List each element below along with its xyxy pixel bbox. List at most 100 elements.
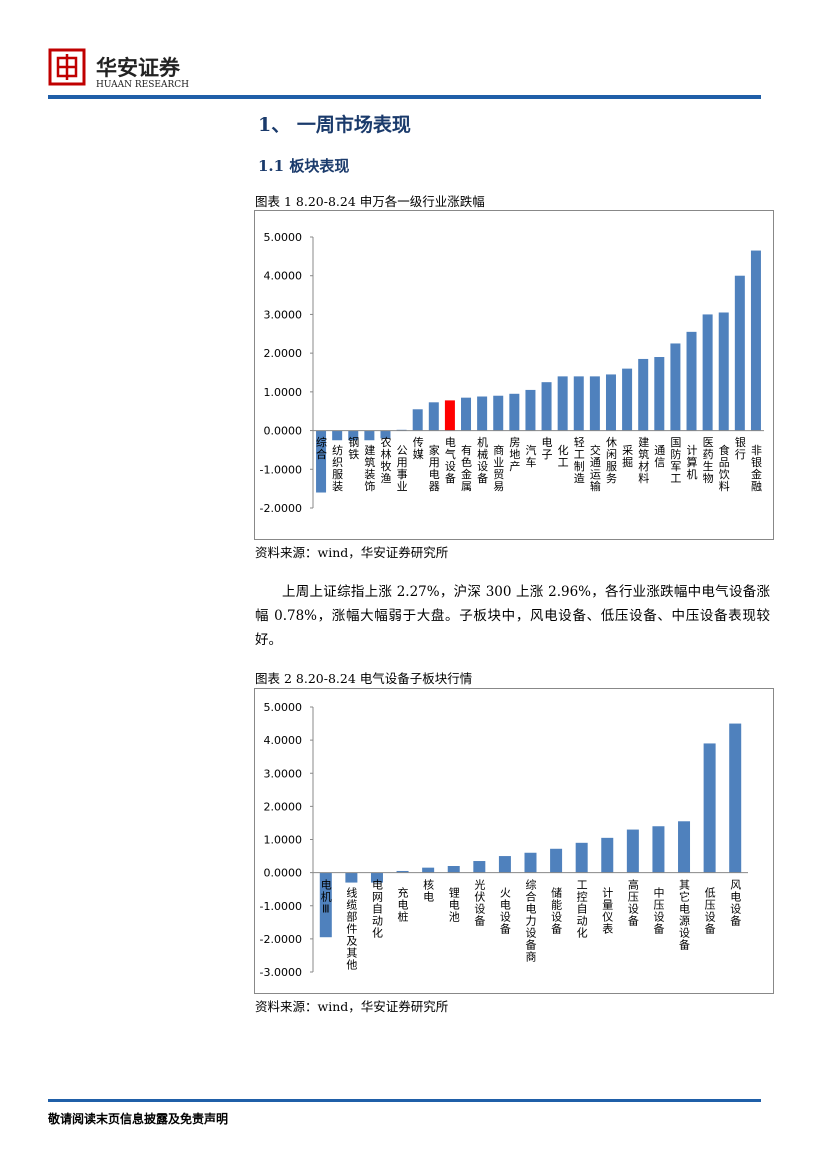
x-tick-label: 综合电力设备商 [524, 877, 537, 962]
x-tick-label: 火电设备 [498, 887, 511, 935]
bar [473, 861, 486, 873]
footer: 敬请阅读末页信息披露及免责声明 [48, 1112, 229, 1126]
y-tick-label: 5.0000 [264, 231, 303, 244]
bar [557, 376, 568, 431]
x-tick-label: 农林牧渔 [379, 435, 392, 484]
bar [524, 852, 537, 873]
x-tick-label: 机械设备 [476, 435, 489, 484]
caption: 图表 1 8.20-8.24 申万各一级行业涨跌幅 [255, 194, 485, 209]
bar [412, 409, 423, 431]
x-tick-label: 国防军工 [669, 436, 682, 484]
bar [703, 743, 716, 873]
x-tick-label: 线缆部件及其他 [345, 885, 358, 970]
bar [575, 842, 588, 873]
source: 资料来源：wind，华安证券研究所 [255, 545, 449, 560]
x-tick-label: 风电设备 [729, 878, 742, 926]
footer-rule [48, 1099, 761, 1102]
y-tick-label: 1.0000 [264, 386, 303, 399]
y-tick-label: -2.0000 [260, 502, 302, 515]
bar [729, 723, 742, 873]
bar [370, 872, 383, 883]
chart-frame [254, 688, 774, 994]
brand: 华安证券 [96, 55, 180, 80]
x-tick-label: 高压设备 [626, 877, 639, 926]
x-tick-label: 建筑材料 [637, 435, 650, 484]
bar [734, 275, 745, 431]
x-tick-label: 充电桩 [396, 885, 409, 922]
bar [638, 358, 649, 431]
x-tick-label: 计量仪表 [601, 886, 614, 934]
x-tick-label: 低压设备 [703, 886, 716, 934]
bar [345, 872, 358, 883]
x-tick-label: 公用事业 [395, 445, 408, 493]
bar [380, 430, 391, 439]
y-tick-label: 4.0000 [264, 270, 303, 283]
chart: -3.0000 -2.0000 -1.0000 0.0000 1.0000 2.0000 3… [254, 688, 774, 994]
caption: 图表 2 8.20-8.24 电气设备子板块行情 [255, 671, 473, 686]
y-tick-label: 2.0000 [264, 347, 303, 360]
x-tick-label: 非银金融 [749, 444, 762, 492]
x-tick-label: 工控自动化 [575, 879, 588, 939]
bar [652, 826, 665, 873]
bar [654, 357, 665, 431]
chart-frame [254, 210, 774, 540]
y-tick-label: -3.0000 [260, 966, 302, 979]
x-tick-label: 采掘 [621, 444, 634, 468]
bar [550, 848, 563, 873]
bar [670, 343, 681, 431]
bar [447, 866, 460, 873]
bar [525, 389, 536, 431]
x-tick-label: 纺织服装 [331, 443, 344, 492]
bar [332, 430, 343, 441]
y-tick-label: 0.0000 [264, 425, 303, 438]
x-tick-label: 电网自动化 [370, 878, 383, 938]
x-tick-label: 光伏设备 [473, 877, 486, 926]
x-tick-label: 中压设备 [652, 886, 665, 934]
bar [622, 368, 633, 431]
x-tick-label: 轻工制造 [572, 435, 585, 484]
x-tick-label: 核电 [422, 877, 435, 902]
x-tick-label: 通信 [653, 444, 666, 468]
bar [678, 821, 691, 873]
bar [573, 376, 584, 431]
x-tick-label: 电气设备 [443, 436, 456, 484]
y-tick-label: -1.0000 [260, 463, 302, 476]
bar [493, 395, 504, 431]
y-tick-label: -2.0000 [260, 933, 302, 946]
y-tick-label: 2.0000 [264, 800, 303, 813]
logo [48, 48, 86, 86]
x-tick-label: 化工 [556, 443, 569, 468]
heading: 1、 一周市场表现 [258, 114, 411, 136]
header-rule [48, 95, 761, 99]
x-tick-label: 房地产 [508, 436, 521, 472]
x-tick-label: 医药生物 [701, 437, 714, 485]
y-tick-label: 1.0000 [264, 834, 303, 847]
x-tick-label: 银行 [733, 435, 746, 460]
subheading: 1.1 板块表现 [258, 157, 350, 175]
bar [718, 312, 729, 431]
bar [498, 856, 511, 873]
bar [319, 872, 332, 938]
y-tick-label: 0.0000 [264, 867, 303, 880]
y-tick-label: 3.0000 [264, 767, 303, 780]
brand-en: HUAAN RESEARCH [96, 80, 189, 90]
source: 资料来源：wind，华安证券研究所 [255, 999, 449, 1014]
x-tick-label: 有色金属 [460, 443, 473, 492]
bar [444, 400, 455, 431]
y-tick-label: -1.0000 [260, 900, 302, 913]
paragraph: 上周上证综指上涨 2.27%，沪深 300 上涨 2.96%，各行业涨跌幅中电气… [255, 584, 770, 648]
y-tick-label: 3.0000 [264, 308, 303, 321]
x-tick-label: 传媒 [411, 436, 424, 460]
bar [477, 396, 488, 431]
x-tick-label: 建筑装饰 [363, 443, 376, 492]
x-tick-label: 钢铁 [347, 436, 360, 460]
bar [461, 397, 472, 431]
x-tick-label: 食品饮料 [717, 443, 730, 492]
x-tick-label: 综合 [315, 435, 328, 460]
x-tick-label: 计算机 [685, 444, 698, 480]
x-tick-label: 商业贸易 [492, 443, 505, 492]
x-tick-label: 储能设备 [550, 885, 563, 934]
bar [589, 376, 600, 431]
chart: -2.0000 -1.0000 0.0000 1.0000 2.0000 3.0000 4.… [254, 210, 774, 540]
x-tick-label: 其它电源设备 [678, 878, 691, 950]
